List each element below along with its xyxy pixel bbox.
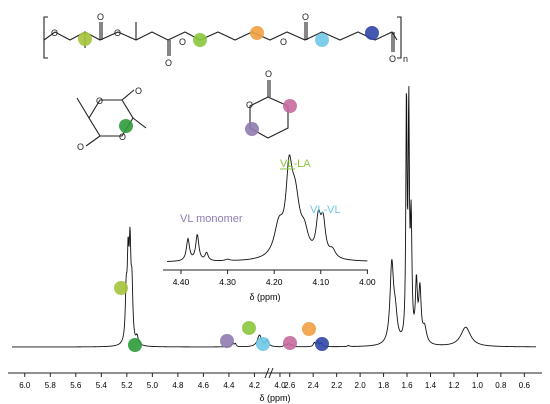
peak-marker-blue bbox=[315, 337, 329, 351]
valerolactone-structure: O O bbox=[245, 69, 297, 139]
main-tick-label: 4.0 bbox=[274, 381, 286, 390]
main-tick-label: 2.4 bbox=[308, 381, 320, 390]
main-tick-label: 4.4 bbox=[223, 381, 235, 390]
vl-oxygen-1: O bbox=[246, 100, 253, 110]
peak-marker-lime bbox=[242, 321, 256, 335]
peak-markers bbox=[114, 281, 329, 352]
peak-marker-purple bbox=[220, 334, 234, 348]
main-tick-label: 5.0 bbox=[147, 381, 159, 390]
inset-x-label: δ (ppm) bbox=[249, 292, 280, 302]
polymer-structure: n O O O O O O O O bbox=[43, 12, 408, 68]
inset-tick-label: 4.40 bbox=[173, 277, 190, 287]
main-tick-label: 5.2 bbox=[121, 381, 133, 390]
label-vl-la: VL-LA bbox=[280, 158, 311, 170]
main-tick-label: 4.2 bbox=[249, 381, 261, 390]
main-tick-label: 5.8 bbox=[45, 381, 57, 390]
lactide-oxygen-1: O bbox=[96, 96, 103, 106]
main-tick-label: 6.0 bbox=[19, 381, 31, 390]
repeat-n-label: n bbox=[403, 54, 408, 64]
main-tick-label: 2.2 bbox=[331, 381, 343, 390]
inset-spectrum-line bbox=[166, 154, 368, 262]
peak-marker-light-blue bbox=[256, 337, 270, 351]
main-tick-label: 1.4 bbox=[425, 381, 437, 390]
main-tick-label: 4.6 bbox=[198, 381, 210, 390]
backbone bbox=[43, 31, 398, 41]
peak-marker-pink bbox=[283, 336, 297, 350]
main-tick-label: 4.8 bbox=[172, 381, 184, 390]
vl-oxygen-2: O bbox=[265, 69, 272, 79]
inset-tick-label: 4.10 bbox=[313, 277, 330, 287]
main-tick-label: 0.6 bbox=[519, 381, 531, 390]
peak-marker-green bbox=[128, 338, 142, 352]
oxygen-7: O bbox=[302, 12, 309, 22]
oxygen-8: O bbox=[389, 54, 396, 64]
left-bracket bbox=[43, 16, 48, 59]
inset-tick-label: 4.00 bbox=[359, 277, 376, 287]
lactide-oxygen-3: O bbox=[135, 86, 142, 96]
marker-light-blue bbox=[315, 33, 329, 47]
label-vl-monomer: VL monomer bbox=[180, 213, 243, 225]
lactide-carbonyl-2 bbox=[85, 135, 101, 147]
right-bracket bbox=[397, 16, 402, 59]
inset-tick-label: 4.30 bbox=[219, 277, 236, 287]
main-tick-label: 1.2 bbox=[448, 381, 460, 390]
lactide-oxygen-4: O bbox=[77, 142, 84, 152]
oxygen-2: O bbox=[114, 28, 121, 38]
lactide-methyl-2 bbox=[132, 117, 147, 129]
main-x-axis: δ (ppm) bbox=[8, 367, 542, 403]
marker-olive bbox=[78, 32, 92, 46]
main-tick-label: 5.6 bbox=[70, 381, 82, 390]
inset-chart: 4.40 4.30 4.20 4.10 4.00 δ (ppm) VL monomer … bbox=[163, 154, 376, 302]
main-ticks: 6.0 5.8 5.6 5.4 5.2 5.0 4.8 4.6 4.4 4.2 4.02.6 2.4 2… bbox=[19, 373, 530, 390]
label-vl-vl: VL-VL bbox=[310, 204, 341, 216]
marker-lime bbox=[193, 33, 207, 47]
axis-break-2 bbox=[268, 367, 274, 379]
main-tick-label: 2.0 bbox=[355, 381, 367, 390]
main-spectrum-line bbox=[12, 86, 537, 348]
marker-green bbox=[119, 119, 133, 133]
peak-marker-olive bbox=[114, 281, 128, 295]
oxygen-6: O bbox=[165, 58, 172, 68]
lactide-carbonyl-1 bbox=[121, 89, 135, 101]
main-x-label: δ (ppm) bbox=[259, 393, 290, 403]
main-tick-label: 0.8 bbox=[495, 381, 507, 390]
main-tick-label: 5.4 bbox=[96, 381, 108, 390]
inset-tick-label: 4.20 bbox=[266, 277, 283, 287]
oxygen-5: O bbox=[97, 12, 104, 22]
marker-purple bbox=[245, 122, 259, 136]
marker-pink bbox=[283, 99, 297, 113]
marker-blue bbox=[365, 26, 379, 40]
marker-orange bbox=[250, 26, 264, 40]
lactide-oxygen-2: O bbox=[119, 132, 126, 142]
lactide-methyl-1 bbox=[76, 97, 90, 119]
main-tick-label: 1.8 bbox=[378, 381, 390, 390]
oxygen-4: O bbox=[280, 37, 287, 47]
main-tick-label: 2.6 bbox=[284, 381, 296, 390]
oxygen-3: O bbox=[179, 37, 186, 47]
axis-break-1 bbox=[264, 367, 270, 379]
peak-marker-orange bbox=[302, 322, 316, 336]
lactide-structure: O O O O bbox=[76, 86, 147, 152]
main-tick-label: 1.6 bbox=[401, 381, 413, 390]
inset-ticks: 4.40 4.30 4.20 4.10 4.00 bbox=[173, 270, 376, 287]
oxygen-1: O bbox=[51, 28, 58, 38]
main-tick-label: 1.0 bbox=[472, 381, 484, 390]
